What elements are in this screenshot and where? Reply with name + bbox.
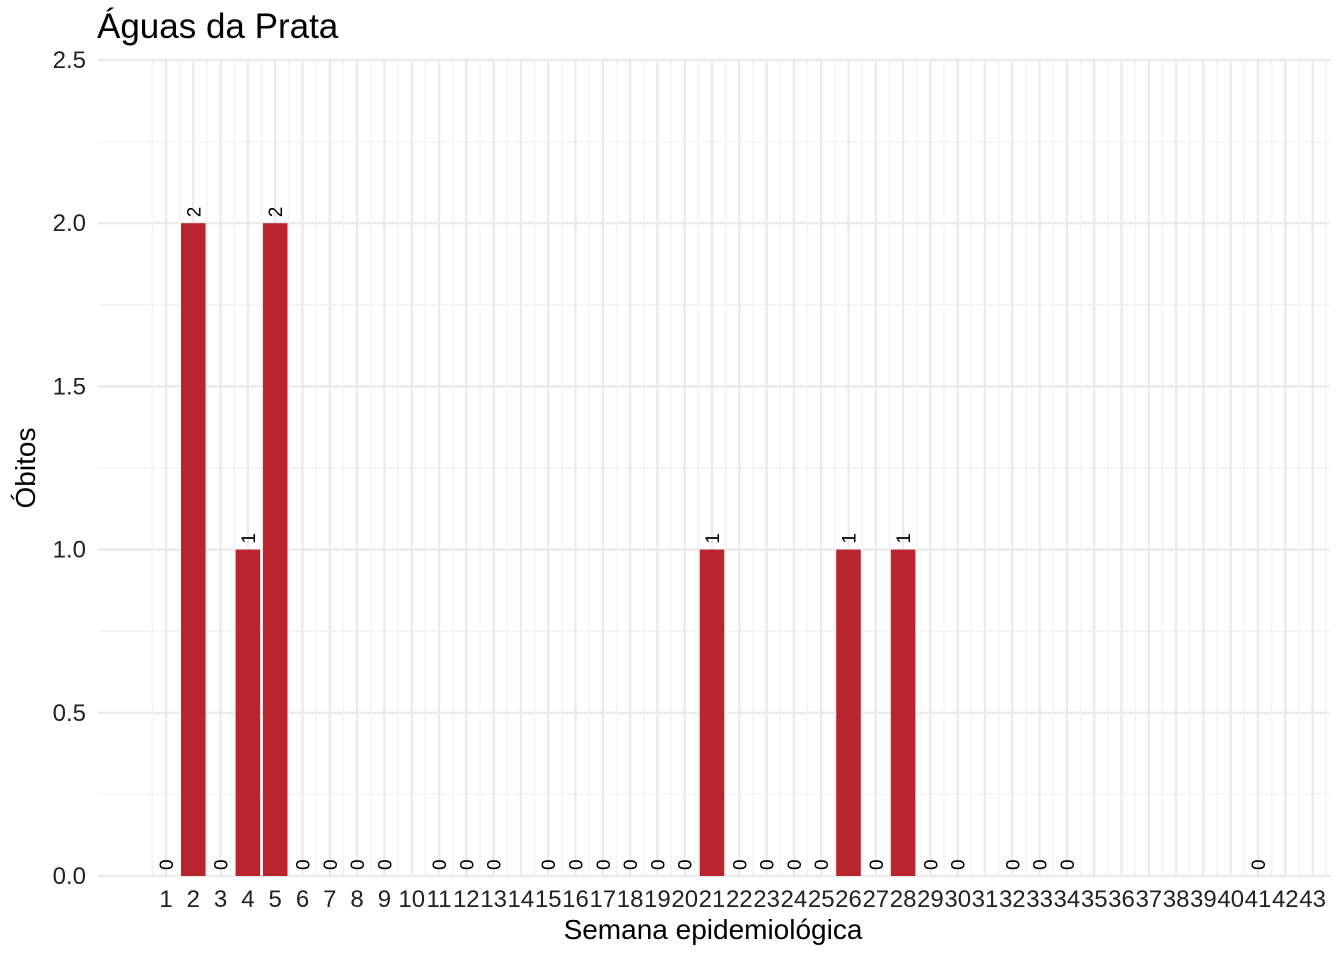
x-tick-label: 27: [862, 886, 889, 913]
x-tick-label: 22: [726, 886, 753, 913]
x-tick-label: 30: [944, 886, 971, 913]
x-tick-label: 18: [617, 886, 644, 913]
x-tick-label: 1: [159, 886, 172, 913]
x-tick-label: 23: [753, 886, 780, 913]
x-tick-label: 42: [1272, 886, 1299, 913]
bar: [235, 549, 261, 876]
data-label: 0: [812, 859, 833, 870]
x-tick-label: 20: [671, 886, 698, 913]
y-tick-label: 2.5: [53, 47, 86, 74]
x-tick-label: 33: [1026, 886, 1053, 913]
x-axis-title: Semana epidemiológica: [564, 914, 863, 945]
y-axis-ticks: 0.0 0.5 1.0 1.5 2.0 2.5: [53, 47, 86, 890]
x-tick-label: 21: [699, 886, 726, 913]
x-tick-label: 34: [1054, 886, 1081, 913]
x-tick-label: 38: [1163, 886, 1190, 913]
data-label: 0: [949, 859, 970, 870]
x-tick-label: 3: [214, 886, 227, 913]
grid: [98, 58, 1330, 878]
x-tick-label: 13: [480, 886, 507, 913]
data-label: 1: [703, 533, 724, 544]
bar: [836, 549, 861, 876]
data-label: 0: [321, 859, 342, 870]
data-label: 0: [921, 859, 942, 870]
x-tick-label: 29: [917, 886, 944, 913]
y-tick-label: 1.0: [53, 537, 86, 564]
data-label: 0: [676, 859, 697, 870]
data-label: 0: [621, 859, 642, 870]
x-tick-label: 35: [1081, 886, 1108, 913]
x-tick-label: 9: [378, 886, 391, 913]
data-label: 0: [212, 859, 233, 870]
y-tick-label: 1.5: [53, 373, 86, 400]
bar: [699, 549, 725, 876]
x-tick-label: 19: [644, 886, 671, 913]
data-label: 0: [867, 859, 888, 870]
x-tick-label: 24: [781, 886, 808, 913]
x-tick-label: 5: [269, 886, 282, 913]
data-label: 0: [648, 859, 669, 870]
x-tick-label: 6: [296, 886, 309, 913]
x-tick-label: 12: [453, 886, 480, 913]
x-tick-label: 25: [808, 886, 835, 913]
x-tick-label: 11: [427, 886, 452, 913]
x-tick-label: 32: [999, 886, 1026, 913]
x-tick-label: 40: [1217, 886, 1244, 913]
data-label: 0: [457, 859, 478, 870]
x-tick-label: 2: [187, 886, 200, 913]
x-tick-label: 16: [562, 886, 589, 913]
data-label: 0: [567, 859, 588, 870]
x-tick-label: 37: [1135, 886, 1162, 913]
x-tick-label: 15: [535, 886, 562, 913]
x-axis-ticks: 1 2 3 4 5 6 7 8 9 10 11 12 13 14 15 16 17 18 19 20 21 22 23 24 2…: [159, 886, 1326, 913]
data-label: 1: [239, 533, 260, 544]
x-tick-label: 31: [972, 886, 999, 913]
data-label: 0: [594, 859, 615, 870]
data-label: 0: [1058, 859, 1079, 870]
x-tick-label: 28: [890, 886, 917, 913]
x-tick-label: 41: [1245, 886, 1272, 913]
data-label: 0: [157, 859, 178, 870]
x-tick-label: 7: [323, 886, 336, 913]
bar: [890, 549, 916, 876]
x-tick-label: 10: [398, 886, 425, 913]
bar: [181, 223, 206, 876]
data-label: 0: [730, 859, 751, 870]
data-label: 0: [539, 859, 560, 870]
bars: [181, 223, 916, 876]
chart-title: Águas da Prata: [97, 7, 339, 46]
data-label: 0: [375, 859, 396, 870]
data-label: 0: [485, 859, 506, 870]
data-label: 0: [348, 859, 369, 870]
data-label: 0: [294, 859, 315, 870]
x-tick-label: 43: [1299, 886, 1326, 913]
data-label: 1: [840, 533, 861, 544]
data-label: 1: [894, 533, 915, 544]
x-tick-label: 17: [589, 886, 616, 913]
data-label: 0: [758, 859, 779, 870]
data-label: 2: [266, 207, 287, 218]
x-tick-label: 4: [241, 886, 254, 913]
bar: [262, 223, 288, 876]
data-label: 0: [1003, 859, 1024, 870]
x-tick-label: 14: [508, 886, 535, 913]
data-label: 2: [184, 207, 205, 218]
y-axis-title: Óbitos: [10, 428, 41, 509]
y-tick-label: 0.5: [53, 700, 86, 727]
x-tick-label: 26: [835, 886, 862, 913]
x-tick-label: 39: [1190, 886, 1217, 913]
data-label: 0: [1031, 859, 1052, 870]
data-label: 0: [785, 859, 806, 870]
x-tick-label: 36: [1108, 886, 1135, 913]
y-tick-label: 0.0: [53, 863, 86, 890]
y-tick-label: 2.0: [53, 210, 86, 237]
x-tick-label: 8: [350, 886, 363, 913]
data-label: 0: [430, 859, 451, 870]
data-label: 0: [1249, 859, 1270, 870]
